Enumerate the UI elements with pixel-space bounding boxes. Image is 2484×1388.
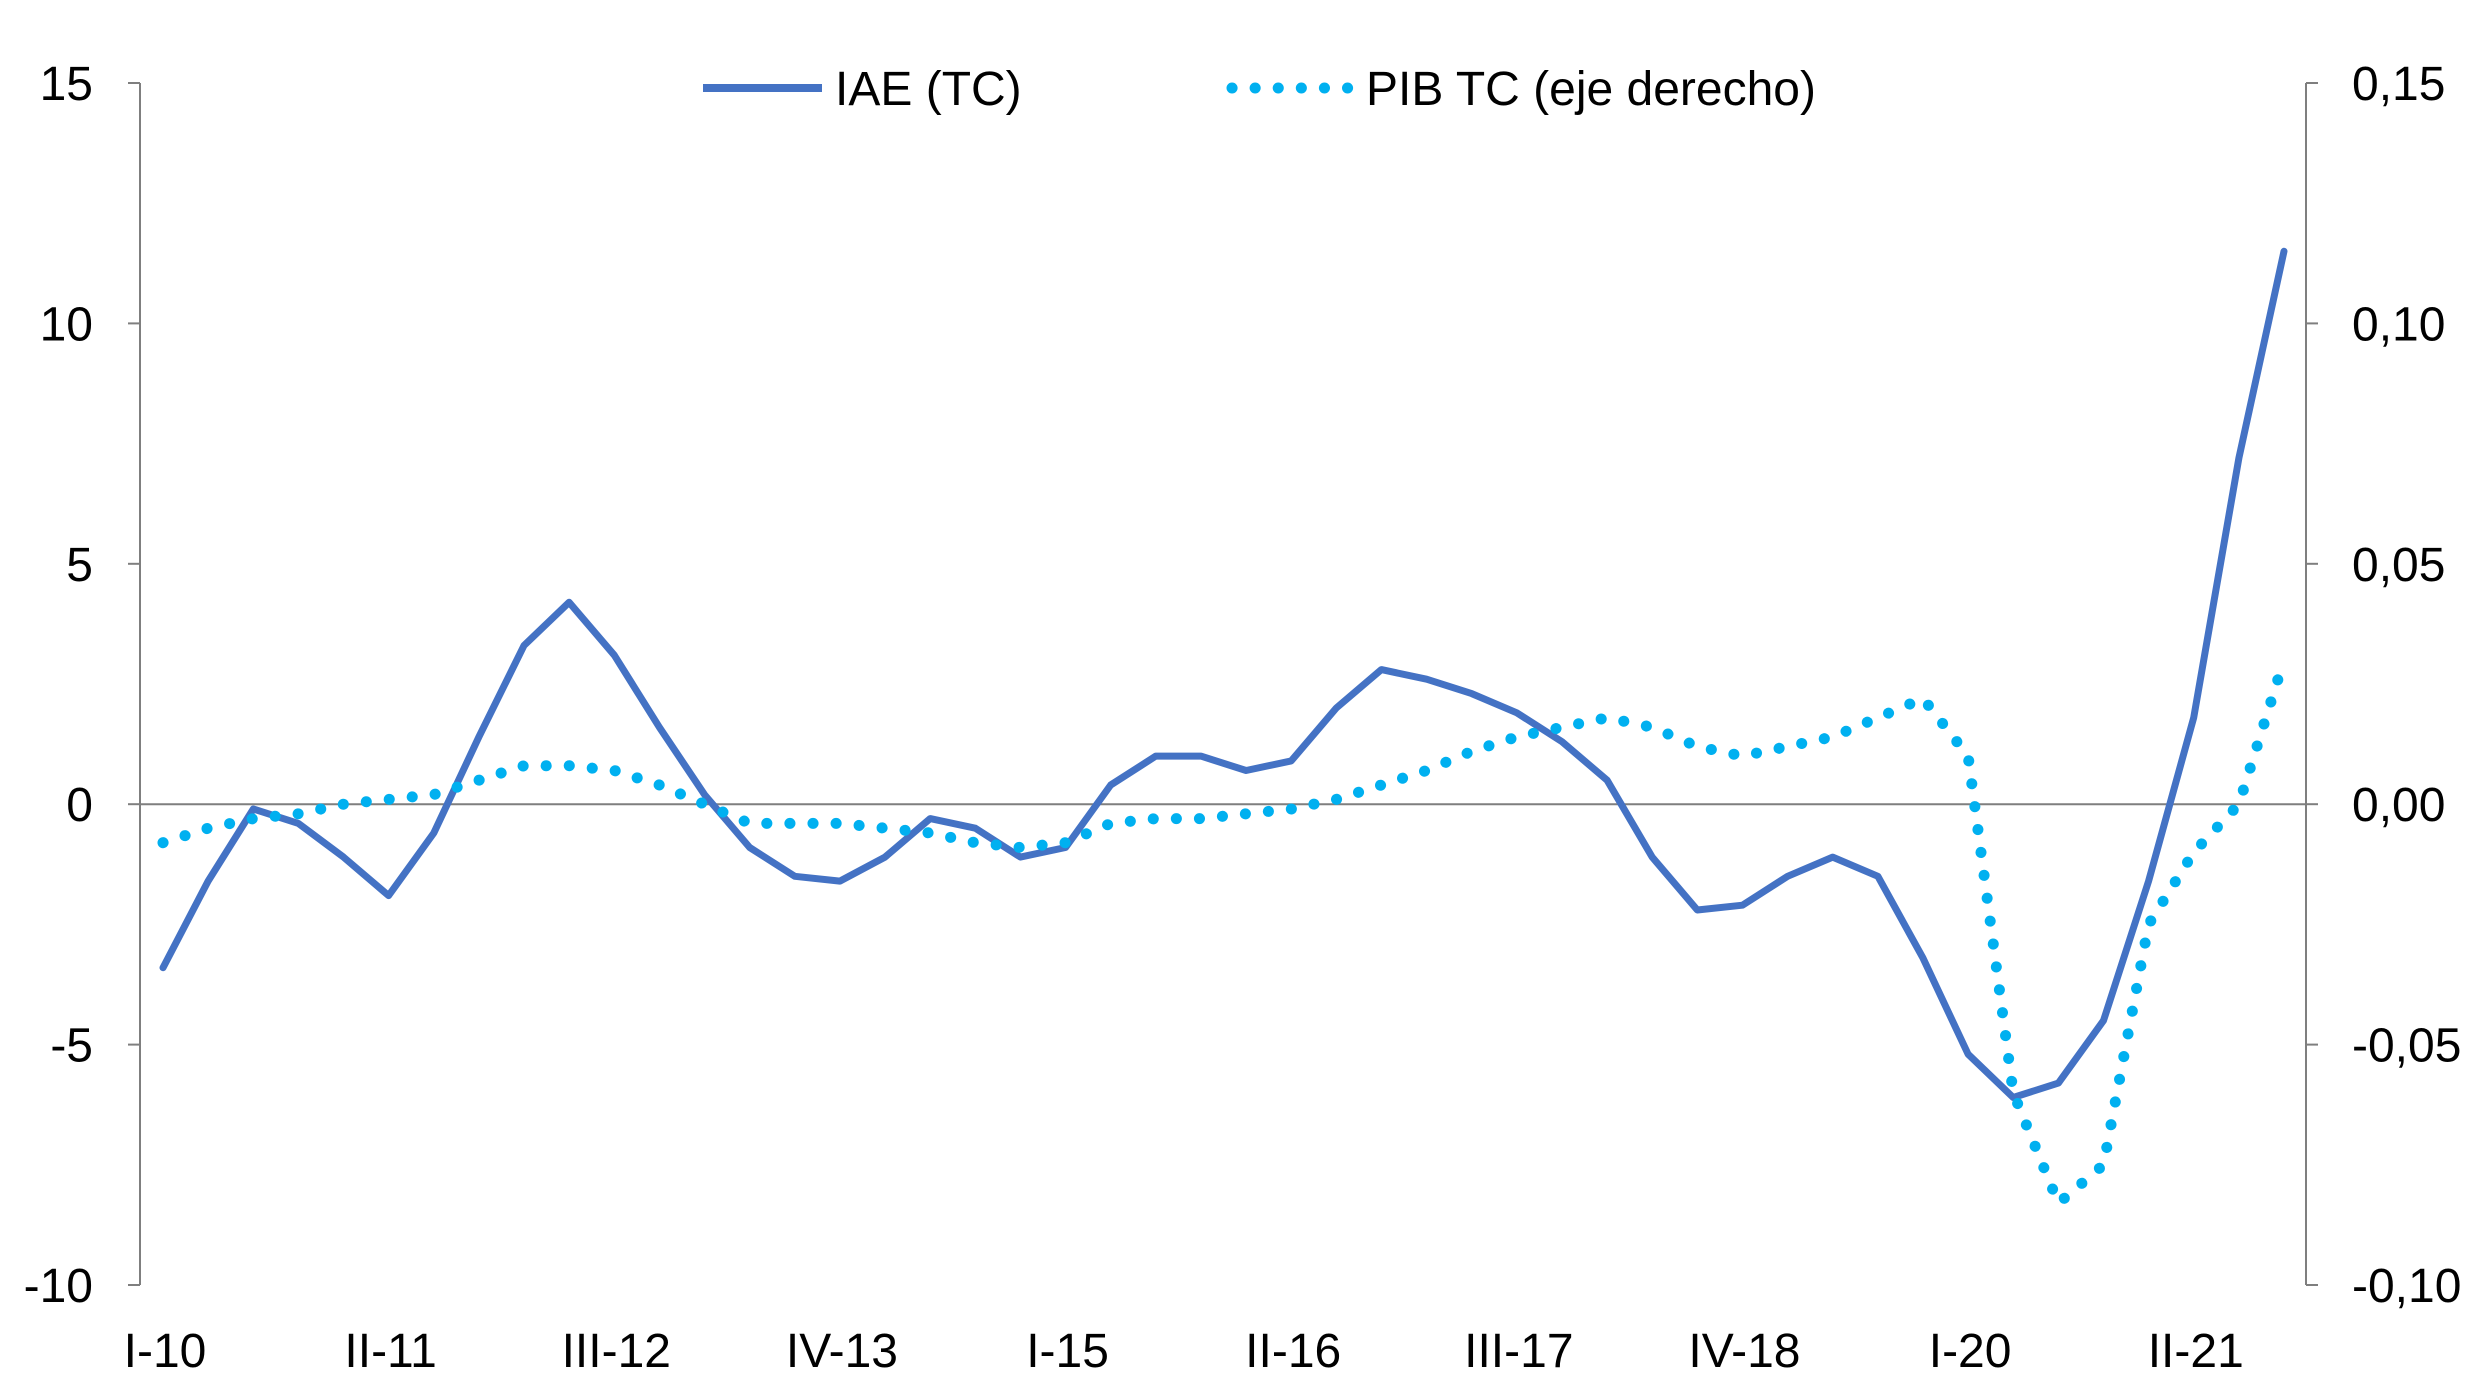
y-left-tick-label: 5 [66,539,93,592]
x-tick-label: I-20 [1929,1325,2012,1378]
x-tick-label: II-21 [2148,1325,2244,1378]
x-tick-label: II-16 [1245,1325,1341,1378]
x-tick-label: I-15 [1026,1325,1109,1378]
series-iae-tc [159,247,2288,1101]
y-right-tick-label: 0,10 [2352,298,2445,351]
x-tick-label: III-12 [562,1325,671,1378]
series-line [159,247,2288,1101]
x-tick-label: IV-18 [1688,1325,1800,1378]
series-layer [157,247,2290,1209]
y-left-tick-label: -10 [24,1260,93,1313]
y-left-tick-label: 15 [40,58,93,111]
y-right-tick-label: 0,00 [2352,779,2445,832]
y-right-tick-label: -0,05 [2352,1020,2461,1073]
y-left-tick-label: -5 [50,1020,93,1073]
x-tick-label: III-17 [1464,1325,1573,1378]
axes: 15 10 5 0 -5 -10 0,15 0,10 0,05 0,00 -0,05 -0,10 I-1… [24,58,2462,1378]
y-right-tick-label: -0,10 [2352,1260,2461,1313]
y-right-tick-label: 0,05 [2352,539,2445,592]
x-tick-label: I-10 [124,1325,207,1378]
series-pib-tc [157,654,2290,1209]
x-tick-label: IV-13 [786,1325,898,1378]
legend-label-pib: PIB TC (eje derecho) [1366,63,1816,116]
legend-label-iae: IAE (TC) [835,63,1022,116]
x-tick-label: II-11 [344,1325,436,1378]
y-left-tick-label: 0 [66,779,93,832]
series-line [157,654,2290,1209]
legend: IAE (TC) PIB TC (eje derecho) [703,63,1816,116]
y-right-tick-label: 0,15 [2352,58,2445,111]
y-left-tick-label: 10 [40,298,93,351]
